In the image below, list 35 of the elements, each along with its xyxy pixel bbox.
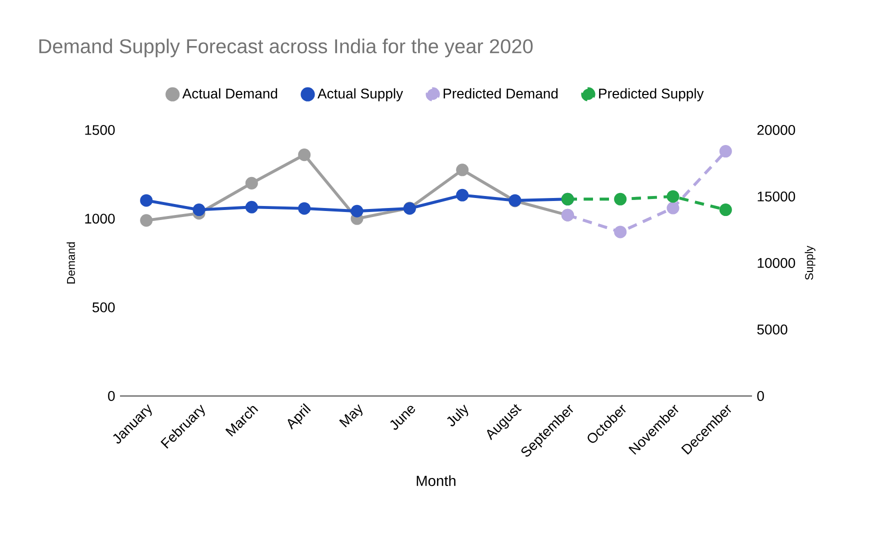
x-axis-title: Month [416, 475, 456, 486]
point [666, 190, 680, 203]
point [350, 204, 364, 218]
y-axis-title: Demand [66, 242, 75, 284]
y-tick-label: 0 [108, 391, 115, 401]
y2-tick-label: 10000 [758, 258, 796, 268]
point [140, 214, 153, 227]
legend-label: Predicted Demand [444, 88, 558, 99]
chart-title: Demand Supply Forecast across India for the year 2020 [39, 38, 533, 58]
y2-tick-label: 0 [757, 391, 764, 401]
y-tick-label: 500 [92, 302, 115, 312]
point [298, 148, 311, 162]
point [666, 202, 680, 214]
y2-tick-label: 20000 [757, 125, 796, 135]
point [245, 176, 258, 190]
y-tick-label: 1000 [85, 214, 115, 224]
y2-axis-title: Supply [804, 246, 816, 280]
point [192, 204, 206, 216]
y2-tick-label: 15000 [758, 192, 796, 202]
point [456, 188, 469, 202]
legend-label: Actual Supply [318, 88, 404, 102]
point [140, 194, 153, 207]
y-tick-label: 1500 [85, 125, 115, 135]
point [719, 204, 732, 216]
x-tick-label: July [447, 404, 468, 426]
point [614, 226, 627, 238]
point [719, 145, 732, 158]
point [614, 192, 627, 206]
legend-label: Actual Demand [182, 88, 278, 99]
y2-tick-label: 5000 [757, 324, 788, 334]
x-tick-label: May [339, 404, 362, 428]
legend-label: Predicted Supply [599, 88, 704, 102]
point [298, 202, 311, 215]
point [245, 200, 258, 214]
point [456, 164, 469, 176]
